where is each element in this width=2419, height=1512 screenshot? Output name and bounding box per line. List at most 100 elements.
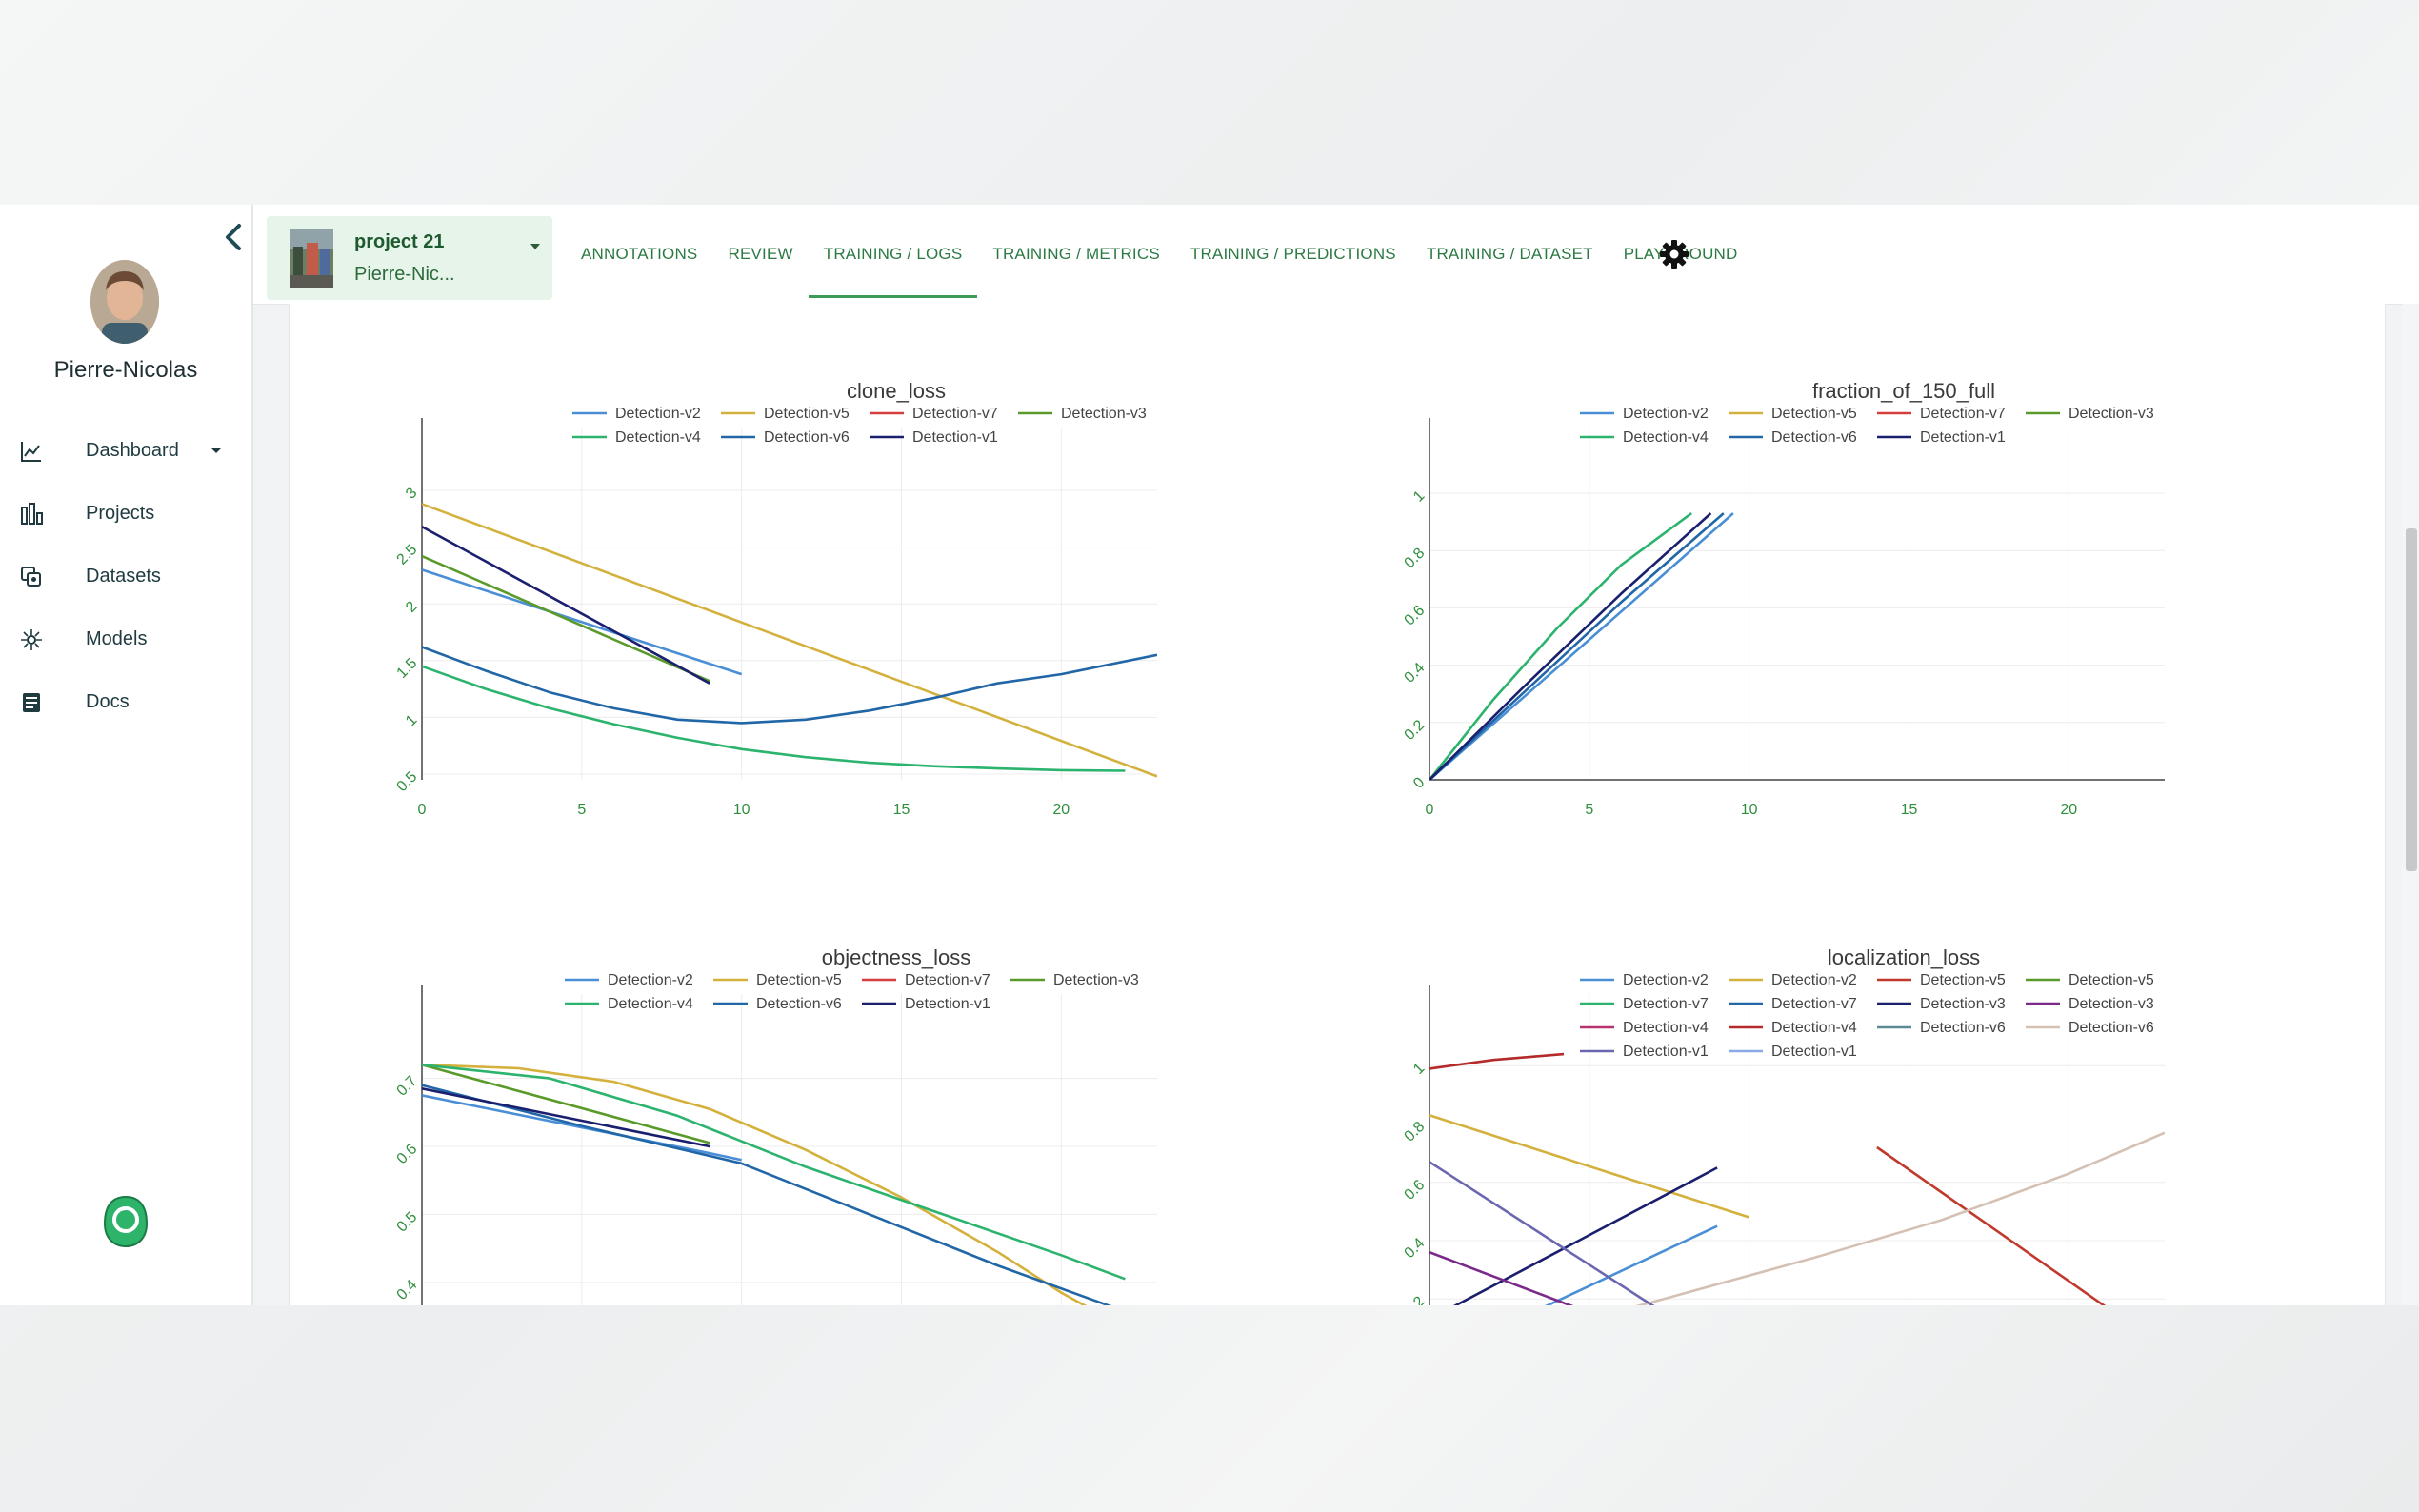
legend-entry: Detection-v7 bbox=[905, 972, 990, 988]
nav-item-models[interactable]: Models bbox=[0, 610, 251, 667]
chart-localization-loss: localization_loss 0.2 0.4 0.6 0.8 1 Detection… bbox=[1351, 937, 2419, 1305]
chart-fraction-of-150-full: fraction_of_150_full 0 0.2 0.4 0.6 0.8 1 0 5 10 1… bbox=[1351, 370, 2419, 846]
series-group bbox=[422, 503, 1157, 778]
series-line-detection-v2 bbox=[422, 568, 743, 676]
y-tick-label: 0.8 bbox=[1402, 1119, 1429, 1145]
legend-entry: Detection-v2 bbox=[615, 406, 701, 422]
series-line-detection-v1 bbox=[422, 525, 710, 685]
series-line-detection-v6 bbox=[1635, 1131, 2165, 1305]
tab-review[interactable]: REVIEW bbox=[728, 245, 793, 263]
tab-training-metrics[interactable]: TRAINING / METRICS bbox=[992, 245, 1160, 263]
user-name: Pierre-Nicolas bbox=[53, 357, 198, 383]
legend-entry: Detection-v5 bbox=[2069, 972, 2154, 988]
series-line-detection-v3 bbox=[1452, 1166, 1718, 1305]
gear-icon bbox=[1660, 240, 1689, 269]
nav-label: Dashboard bbox=[86, 439, 179, 461]
chart-title: clone_loss bbox=[847, 379, 946, 403]
nav-item-dashboard[interactable]: Dashboard bbox=[0, 422, 251, 479]
x-tick-label: 5 bbox=[577, 802, 586, 818]
chart-svg: 0.4 0.5 0.6 0.7 Detection-v2 Detection-v5 Dete… bbox=[394, 972, 1157, 1305]
x-tick-label: 20 bbox=[2060, 802, 2077, 818]
collapse-sidebar-button[interactable] bbox=[217, 218, 250, 256]
chart-title: fraction_of_150_full bbox=[1811, 379, 1996, 403]
legend-entry: Detection-v6 bbox=[756, 996, 842, 1012]
y-tick-label: 0.5 bbox=[394, 768, 421, 795]
x-tick-label: 20 bbox=[1052, 802, 1070, 818]
legend-entry: Detection-v3 bbox=[1053, 972, 1139, 988]
y-tick-label: 0.6 bbox=[1402, 1177, 1429, 1204]
y-tick-label: 1 bbox=[403, 712, 420, 729]
chart-clone-loss: clone_loss 0.5 1 1.5 2 2.5 3 0 5 10 15 20 Detection… bbox=[344, 370, 1449, 846]
legend-entry: Detection-v5 bbox=[1771, 406, 1857, 422]
legend-entry: Detection-v6 bbox=[2069, 1020, 2154, 1036]
series-line-detection-v2 bbox=[1545, 1224, 1718, 1305]
series-line-detection-v3 bbox=[422, 554, 710, 683]
legend-entry: Detection-v4 bbox=[608, 996, 693, 1012]
x-tick-label: 0 bbox=[1426, 802, 1434, 818]
legend-entry: Detection-v7 bbox=[1771, 996, 1857, 1012]
legend-entry: Detection-v5 bbox=[756, 972, 842, 988]
project-owner: Pierre-Nic... bbox=[354, 264, 455, 285]
y-tick-label: 0.4 bbox=[394, 1277, 421, 1303]
nav-item-projects[interactable]: Projects bbox=[0, 485, 251, 542]
legend-entry: Detection-v4 bbox=[1771, 1020, 1857, 1036]
series-line-detection-v5 bbox=[1876, 1145, 2107, 1305]
avatar[interactable] bbox=[90, 260, 159, 344]
chart-svg: 0.2 0.4 0.6 0.8 1 Detection-v2 Detection-v2 Det… bbox=[1402, 972, 2165, 1305]
legend-entry: Detection-v5 bbox=[764, 406, 850, 422]
series-line-detection-v4 bbox=[1429, 512, 1692, 780]
y-tick-label: 0.7 bbox=[394, 1073, 421, 1100]
series-group bbox=[1429, 1052, 2165, 1305]
legend-entry: Detection-v6 bbox=[764, 429, 850, 446]
legend-entry: Detection-v2 bbox=[1771, 972, 1857, 988]
y-tick-label: 0.6 bbox=[394, 1141, 421, 1167]
y-tick-label: 0.2 bbox=[1402, 1293, 1429, 1305]
y-tick-label: 3 bbox=[403, 485, 420, 502]
y-tick-label: 1 bbox=[1410, 487, 1428, 505]
chart-svg: 0.5 1 1.5 2 2.5 3 0 5 10 15 20 Detection-v2 Detectio… bbox=[394, 406, 1157, 818]
legend-entry: Detection-v1 bbox=[1920, 429, 2006, 446]
tab-annotations[interactable]: ANNOTATIONS bbox=[581, 245, 698, 263]
scrollbar-thumb[interactable] bbox=[2406, 528, 2417, 871]
series-line-detection-v2 bbox=[1429, 512, 1734, 780]
project-selector[interactable]: project 21 Pierre-Nic... bbox=[267, 216, 552, 300]
legend-entry: Detection-v3 bbox=[1061, 406, 1147, 422]
y-tick-label: 0.6 bbox=[1402, 603, 1429, 629]
chart-title: localization_loss bbox=[1827, 945, 1981, 969]
caret-down-icon bbox=[210, 448, 222, 453]
legend-entry: Detection-v1 bbox=[905, 996, 990, 1012]
series-line-detection-v6 bbox=[1429, 512, 1725, 780]
model-icon bbox=[21, 629, 42, 650]
series-line-detection-v6 bbox=[422, 1084, 1112, 1305]
y-tick-label: 0 bbox=[1410, 774, 1428, 791]
settings-button[interactable] bbox=[1659, 239, 1689, 269]
tab-training-dataset[interactable]: TRAINING / DATASET bbox=[1426, 245, 1593, 263]
legend-entry: Detection-v7 bbox=[1920, 406, 2006, 422]
legend-entry: Detection-v1 bbox=[1771, 1044, 1857, 1060]
legend-entry: Detection-v1 bbox=[1623, 1044, 1709, 1060]
series-line-detection-v5 bbox=[422, 503, 1157, 778]
legend-entry: Detection-v2 bbox=[1623, 406, 1709, 422]
legend-entry: Detection-v4 bbox=[615, 429, 701, 446]
series-line-detection-v2 bbox=[422, 1094, 742, 1162]
y-tick-label: 1.5 bbox=[394, 655, 421, 682]
legend-entry: Detection-v4 bbox=[1623, 1020, 1709, 1036]
tab-bar: ANNOTATIONS REVIEW TRAINING / LOGS TRAIN… bbox=[566, 205, 1753, 304]
series-line-detection-v5 bbox=[422, 1064, 1088, 1305]
x-tick-label: 10 bbox=[1741, 802, 1758, 818]
x-tick-label: 15 bbox=[1901, 802, 1918, 818]
y-tick-label: 2 bbox=[403, 598, 420, 615]
tab-training-logs[interactable]: TRAINING / LOGS bbox=[808, 205, 978, 304]
series-line-detection-v4 bbox=[1429, 1052, 1565, 1070]
y-tick-label: 0.4 bbox=[1402, 660, 1429, 686]
y-tick-label: 1 bbox=[1410, 1061, 1428, 1078]
nav-item-datasets[interactable]: Datasets bbox=[0, 547, 251, 605]
series-line-detection-v1 bbox=[422, 1087, 710, 1148]
legend-entry: Detection-v1 bbox=[912, 429, 998, 446]
project-thumbnail bbox=[290, 229, 333, 288]
chevron-left-icon bbox=[226, 224, 241, 250]
tab-training-predictions[interactable]: TRAINING / PREDICTIONS bbox=[1190, 245, 1396, 263]
nav-item-docs[interactable]: Docs bbox=[0, 673, 251, 730]
series-line-detection-v1 bbox=[1429, 1161, 1655, 1305]
